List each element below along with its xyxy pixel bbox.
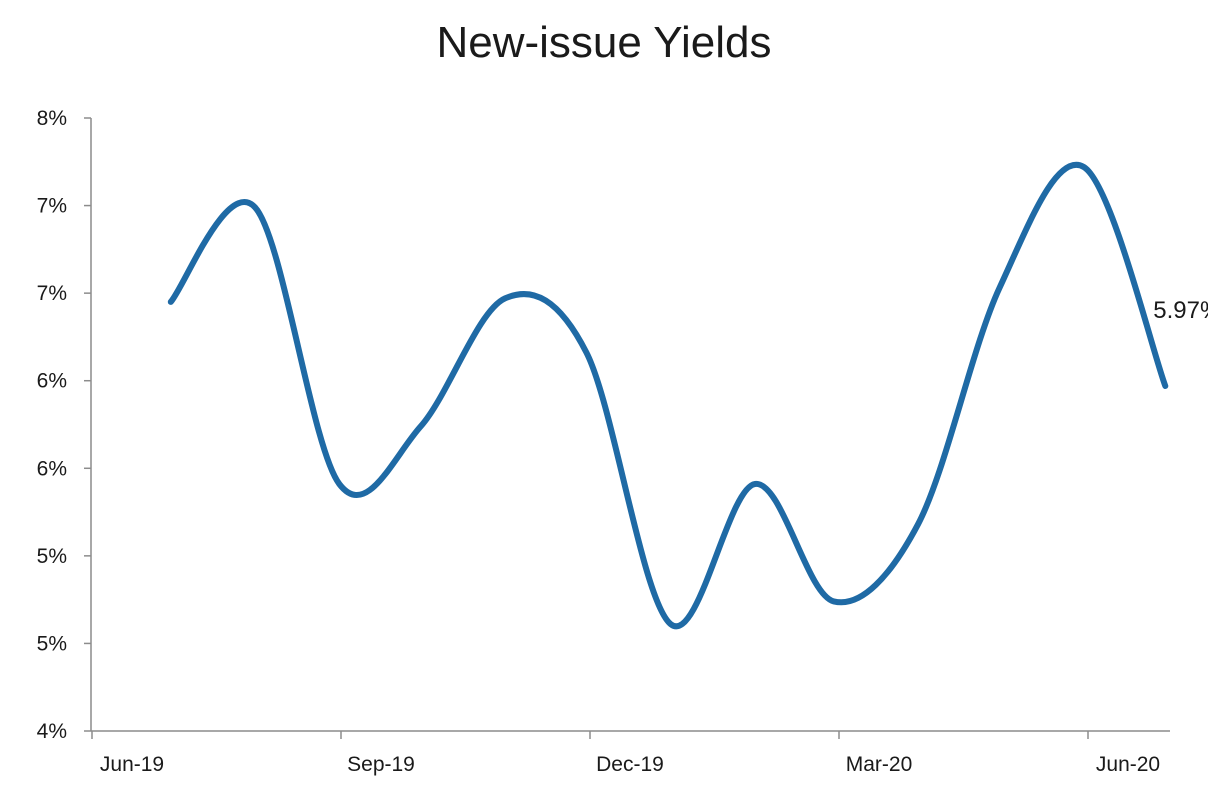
data-point	[1081, 164, 1087, 170]
x-tick-label: Jun-19	[100, 753, 164, 776]
chart-title: New-issue Yields	[436, 18, 772, 67]
x-tick-label: Dec-19	[596, 753, 664, 776]
data-point	[252, 204, 258, 210]
data-point	[502, 295, 508, 301]
data-point	[915, 521, 921, 527]
y-tick-label: 7%	[37, 282, 67, 305]
y-tick-label: 7%	[37, 195, 67, 218]
y-tick-label: 8%	[37, 107, 67, 130]
x-tick-label: Jun-20	[1096, 753, 1160, 776]
data-point	[168, 299, 174, 305]
x-tick-label: Mar-20	[846, 753, 913, 776]
data-label: 5.97%	[1153, 297, 1208, 324]
data-point	[668, 621, 674, 627]
data-point	[1162, 383, 1168, 389]
data-point	[418, 423, 424, 429]
y-tick-label: 5%	[37, 632, 67, 655]
y-tick-label: 4%	[37, 720, 67, 743]
data-point	[997, 285, 1003, 291]
data-point	[752, 481, 758, 487]
data-point	[336, 481, 342, 487]
data-point	[584, 350, 590, 356]
y-tick-label: 5%	[37, 545, 67, 568]
data-point	[831, 598, 837, 604]
y-tick-label: 6%	[37, 370, 67, 393]
series-line	[167, 161, 1169, 630]
y-tick-label: 6%	[37, 457, 67, 480]
x-tick-label: Sep-19	[347, 753, 415, 776]
